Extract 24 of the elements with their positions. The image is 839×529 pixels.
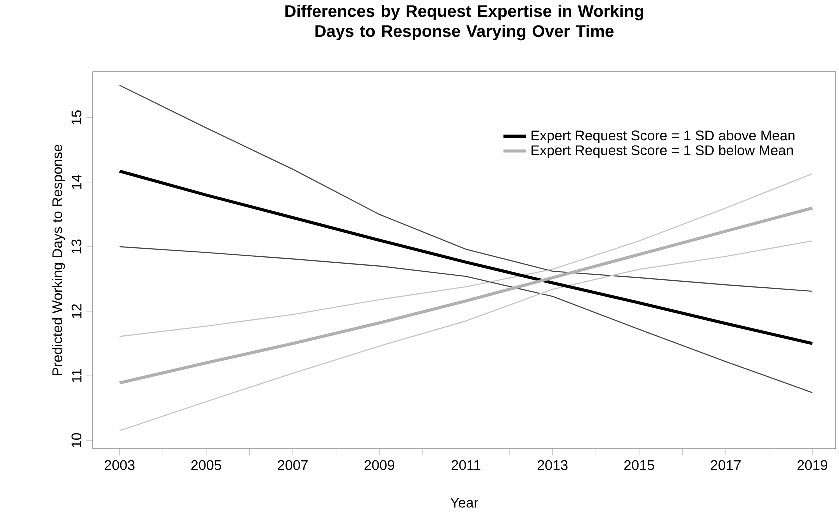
x-tick-label: 2003 [104, 460, 135, 470]
y-tick-label: 11 [72, 369, 82, 382]
line-series [119, 85, 814, 292]
x-tick-label: 2011 [452, 460, 481, 470]
legend-label: Expert Request Score = 1 SD below Mean [532, 145, 794, 158]
x-tick-label: 2017 [711, 460, 741, 470]
y-tick-label: 14 [72, 175, 82, 190]
line-series [119, 246, 814, 394]
y-axis-title: Predicted Working Days to Response [52, 144, 66, 376]
legend-label: Expert Request Score = 1 SD above Mean [532, 130, 795, 144]
x-tick-label: 2005 [192, 460, 222, 470]
y-tick-label: 15 [72, 110, 82, 125]
y-tick-label: 13 [72, 240, 82, 254]
x-tick-label: 2015 [624, 460, 654, 470]
x-tick-label: 2019 [798, 460, 828, 470]
y-tick-label: 12 [72, 304, 82, 318]
x-axis-title: Year [450, 498, 478, 508]
line-series [119, 240, 814, 432]
x-tick-label: 2009 [364, 460, 395, 470]
x-tick-label: 2007 [278, 460, 308, 470]
x-tick-label: 2013 [538, 460, 568, 470]
line-series [118, 206, 814, 385]
y-tick-label: 10 [72, 433, 82, 448]
chart-title: Differences by Request Expertise in Working Days to Response Varying Over Time [286, 5, 644, 41]
